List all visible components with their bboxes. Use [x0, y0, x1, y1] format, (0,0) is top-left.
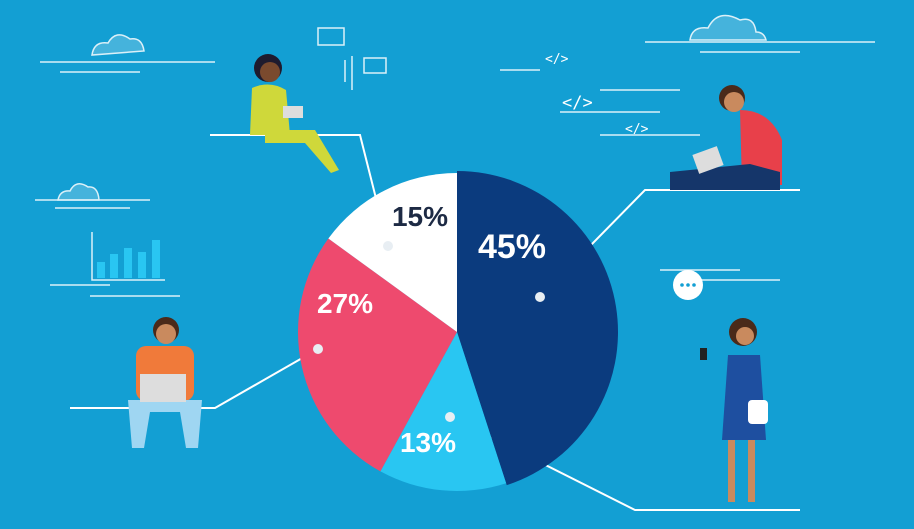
woman-with-tablet: [250, 54, 339, 173]
envelope-icon: [363, 57, 387, 74]
pie-chart: 45% 13% 27% 15%: [297, 171, 618, 491]
pie-slice-13: [380, 332, 507, 491]
slice-marker-dot: [445, 412, 455, 422]
laptop-icon: [692, 146, 724, 174]
cloud-icon: [91, 34, 145, 56]
code-tag-icon: </>: [545, 52, 569, 67]
tablet-icon: [283, 106, 303, 118]
bar-chart-bars: [97, 240, 160, 278]
woman-with-phone: [700, 318, 768, 502]
slice-label: 13%: [400, 427, 456, 458]
smartphone-icon: [700, 348, 707, 360]
pie-slice-45: [457, 171, 618, 486]
cloud-icon: [57, 183, 100, 201]
cloud-icon: [689, 14, 767, 41]
man-with-laptop-left: [128, 317, 202, 448]
slice-marker-dot: [313, 344, 323, 354]
pie-slice-15: [328, 173, 457, 332]
leader-line-27: [70, 348, 319, 409]
envelope-icon: [317, 27, 345, 46]
pie-slice-27: [297, 238, 457, 472]
laptop-icon: [140, 374, 186, 402]
decor: [35, 14, 875, 297]
slice-label: 45%: [478, 228, 546, 266]
slice-marker-dot: [383, 241, 393, 251]
bar-chart-icon: [91, 232, 165, 281]
slice-label: 15%: [392, 201, 448, 232]
code-tag-icon: </>: [562, 93, 593, 113]
slice-label: 27%: [317, 288, 373, 319]
speech-bubble-icon: [673, 270, 703, 300]
man-with-laptop-right: [670, 85, 782, 190]
slice-marker-dot: [535, 292, 545, 302]
code-tag-icon: </>: [625, 122, 649, 137]
